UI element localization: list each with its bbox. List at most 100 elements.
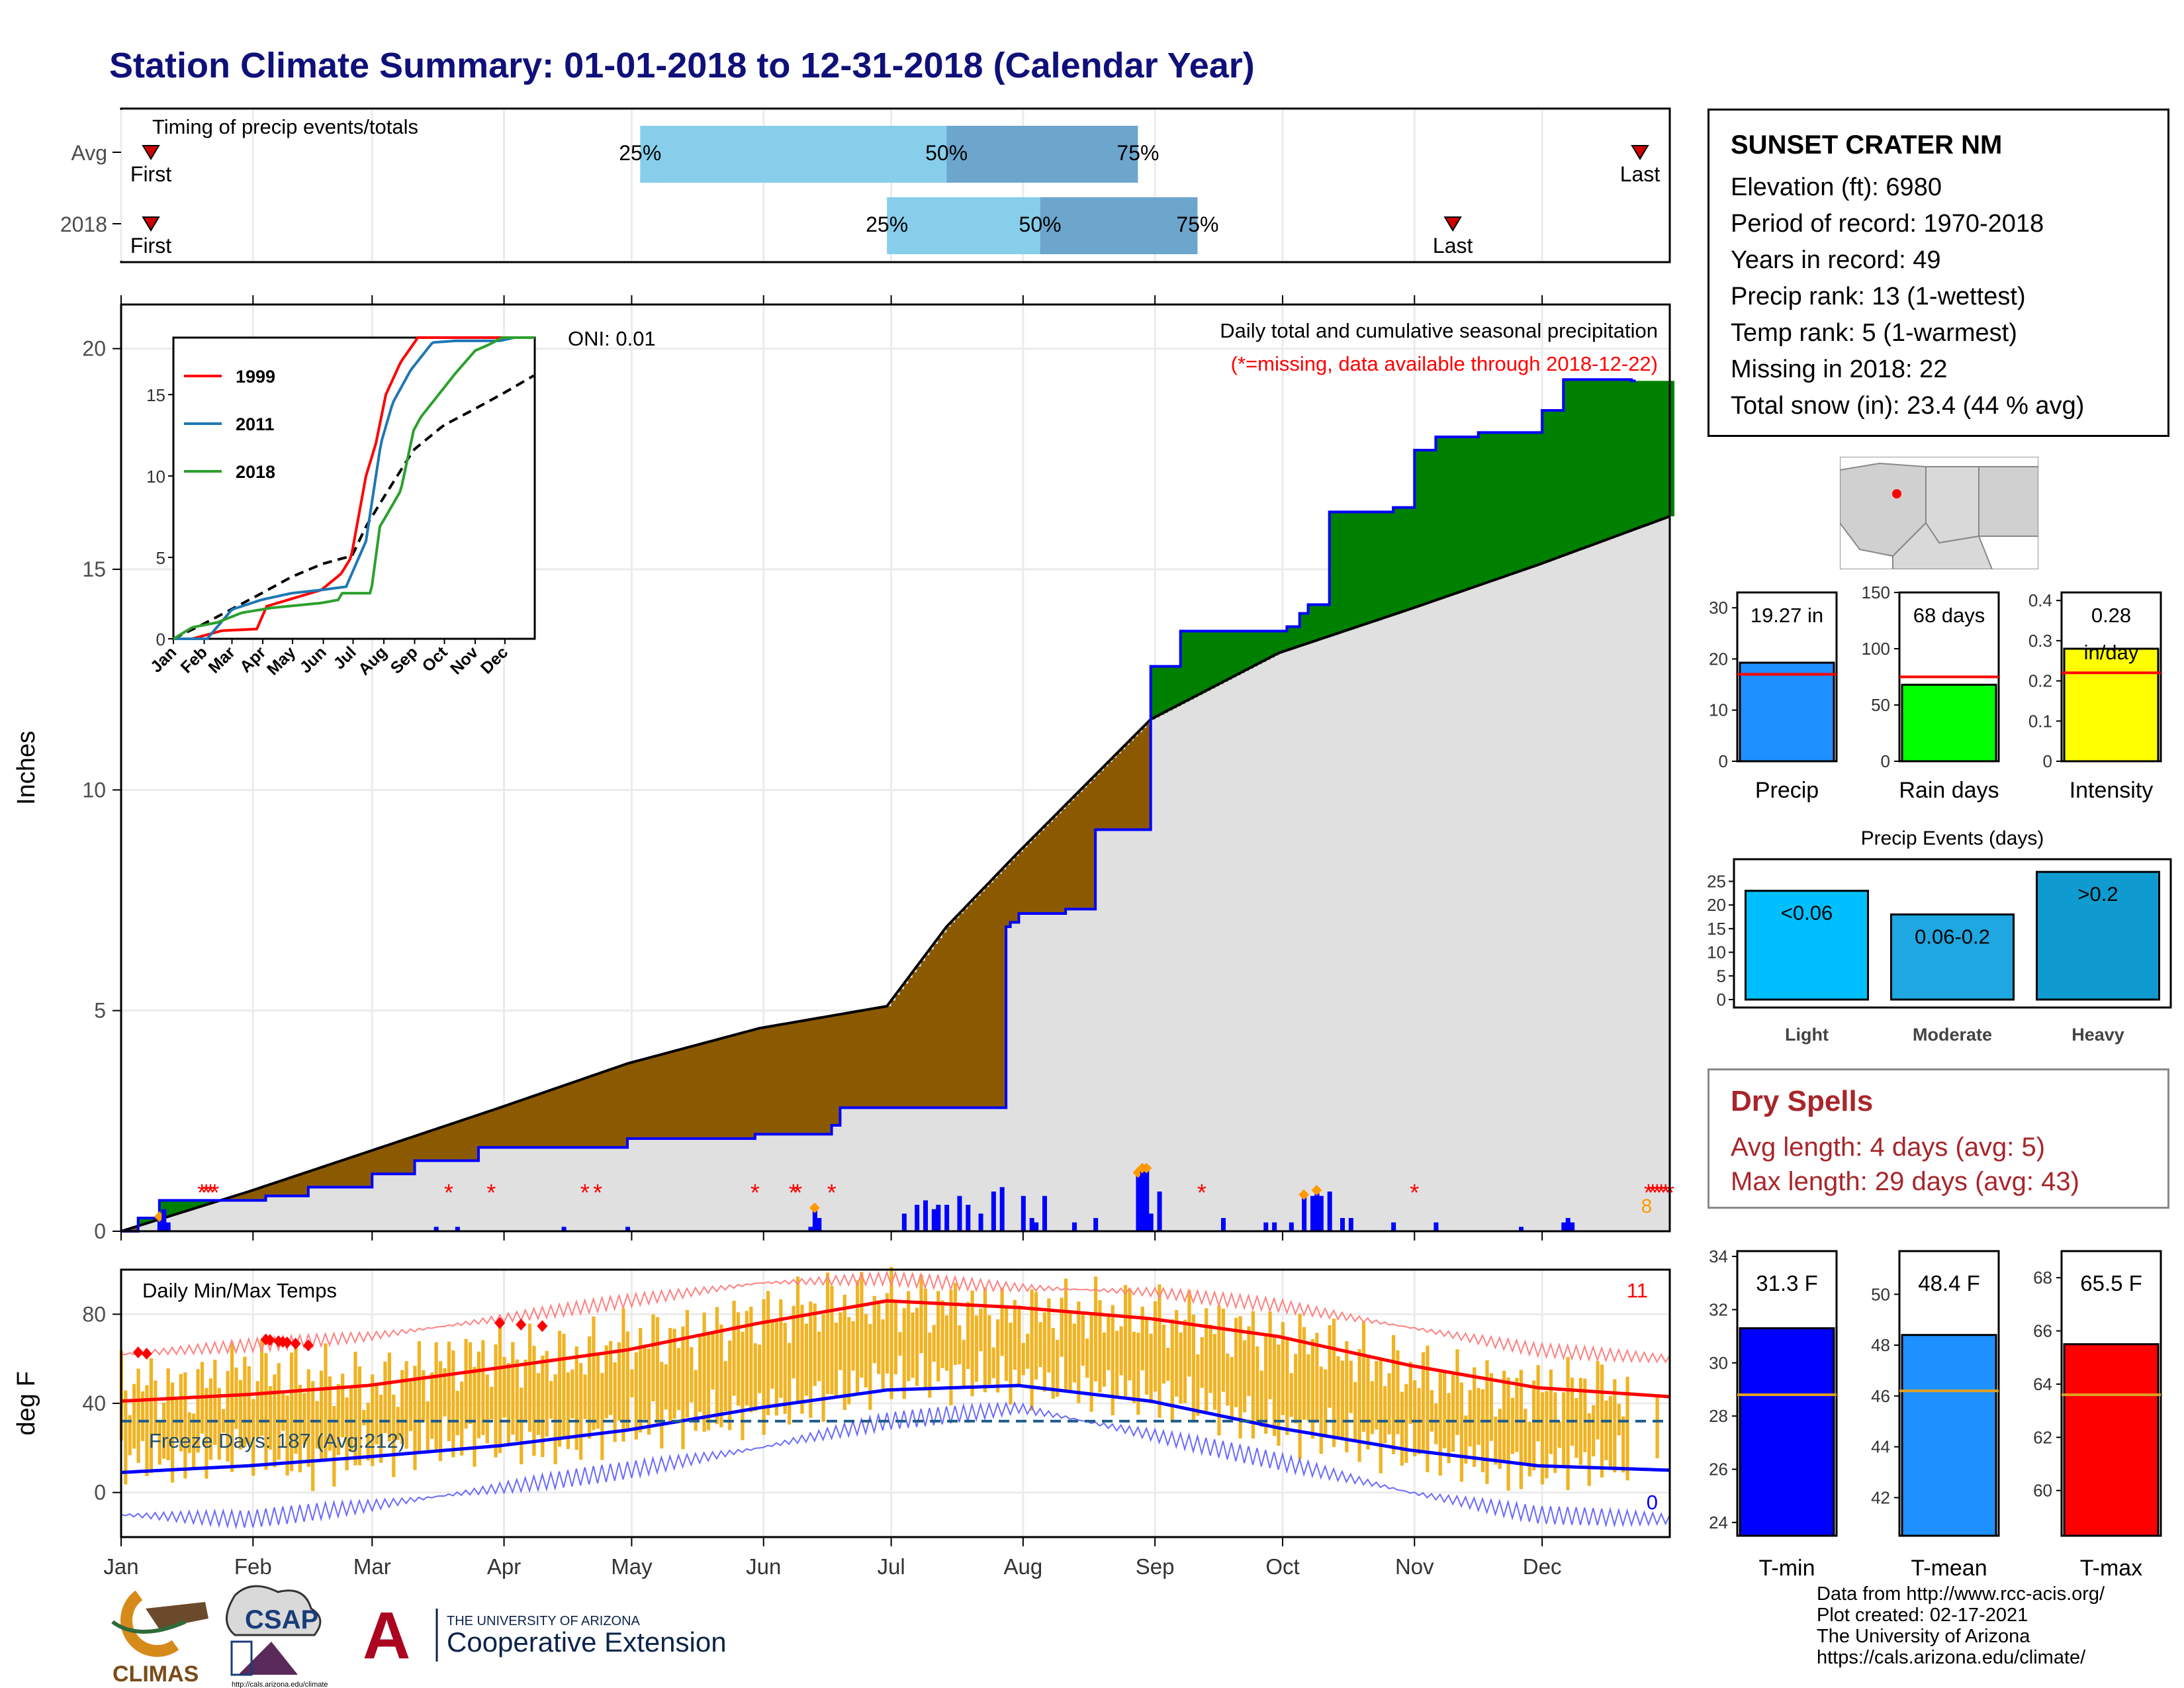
- temp-title: Daily Min/Max Temps: [142, 1279, 337, 1302]
- timing-bar-50-75: [1040, 197, 1198, 254]
- daily-temp-bar: [281, 1391, 285, 1431]
- temp-chart: 0 40 80 Jan Feb Mar Apr May Jun Jul Aug Sep Oct Nov De…: [13, 1267, 1671, 1579]
- inset-series-line: [172, 336, 535, 640]
- daily-temp-bar: [672, 1329, 676, 1419]
- daily-temp-bar: [860, 1272, 864, 1378]
- daily-precip-bar: [1391, 1222, 1396, 1231]
- month-label: Feb: [234, 1554, 272, 1579]
- daily-temp-bar: [1413, 1380, 1417, 1457]
- mini-bar: [1901, 683, 1997, 763]
- daily-temp-bar: [1361, 1322, 1366, 1432]
- mini-category-label: Rain days: [1899, 778, 1999, 803]
- daily-temp-bar: [1447, 1393, 1451, 1464]
- timing-first-label: First: [130, 162, 171, 186]
- red-triangle-marker-icon: [142, 216, 160, 232]
- daily-temp-bar: [907, 1291, 911, 1382]
- mini-ytick-label: 48: [1871, 1335, 1890, 1355]
- daily-temp-bar: [596, 1354, 600, 1429]
- precip-subtitle: (*=missing, data available through 2018-…: [1231, 352, 1658, 375]
- daily-temp-bar: [1596, 1361, 1600, 1440]
- dry-spells-avg: Avg length: 4 days (avg: 5): [1731, 1133, 2046, 1162]
- daily-temp-bar: [570, 1369, 574, 1419]
- daily-precip-bar: [1310, 1196, 1315, 1231]
- daily-temp-bar: [851, 1321, 855, 1371]
- daily-temp-bar: [1196, 1354, 1200, 1416]
- timing-label: Timing of precip events/totals: [152, 115, 418, 138]
- daily-temp-bar: [490, 1387, 494, 1420]
- daily-temp-bar: [341, 1374, 345, 1438]
- daily-temp-bar: [1289, 1373, 1293, 1417]
- daily-temp-bar: [1187, 1289, 1191, 1377]
- daily-precip-bar: [1561, 1222, 1567, 1231]
- daily-temp-bar: [145, 1385, 149, 1476]
- temp-ytick-label: 0: [94, 1481, 106, 1505]
- daily-temp-bar: [1459, 1382, 1463, 1482]
- timing-chart: Timing of precip events/totals Avg 25% 50% 7…: [60, 107, 1671, 263]
- timing-bar-25-50: [887, 197, 1040, 254]
- daily-temp-bar: [366, 1403, 370, 1461]
- daily-temp-bar: [813, 1303, 817, 1386]
- station-elevation: Elevation (ft): 6980: [1731, 173, 1942, 201]
- daily-temp-bar: [1404, 1383, 1408, 1463]
- daily-precip-bar: [1272, 1222, 1277, 1231]
- daily-temp-bar: [800, 1305, 804, 1414]
- daily-temp-bar: [872, 1295, 876, 1364]
- daily-precip-bar: [1289, 1222, 1294, 1231]
- daily-temp-bar: [736, 1312, 741, 1406]
- daily-precip-bar: [1021, 1196, 1026, 1231]
- daily-temp-bar: [660, 1362, 664, 1449]
- daily-temp-bar: [1468, 1390, 1472, 1447]
- event-bar: [1890, 913, 2015, 1001]
- daily-precip-bar: [1148, 1213, 1154, 1231]
- dry-spells-max: Max length: 29 days (avg: 43): [1731, 1167, 2079, 1196]
- timing-row-label: 2018: [60, 212, 107, 236]
- month-label: May: [611, 1554, 653, 1579]
- daily-precip-bar: [455, 1227, 460, 1231]
- daily-temp-bar: [213, 1360, 217, 1445]
- daily-temp-bar: [166, 1368, 170, 1461]
- event-bar-label: 0.06-0.2: [1915, 925, 1990, 948]
- precip-deficit-area: [125, 724, 1152, 1231]
- daily-temp-bar: [422, 1370, 426, 1423]
- events-ytick-label: 10: [1707, 943, 1726, 962]
- missing-data-marker: *: [1644, 1179, 1653, 1206]
- daily-temp-bar: [473, 1366, 477, 1467]
- daily-temp-bar: [877, 1300, 881, 1374]
- daily-temp-bar: [893, 1300, 897, 1374]
- daily-temp-bar: [289, 1352, 294, 1472]
- record-max-line: [120, 1270, 1670, 1364]
- station-period: Period of record: 1970-2018: [1731, 210, 2044, 238]
- daily-temp-bar: [579, 1362, 583, 1460]
- daily-temp-bar: [1166, 1347, 1170, 1381]
- timing-bar-50-75: [946, 126, 1138, 183]
- daily-temp-bar: [170, 1382, 175, 1483]
- daily-temp-bar: [1443, 1372, 1447, 1448]
- daily-temp-bar: [238, 1380, 242, 1450]
- daily-temp-bar: [911, 1312, 915, 1378]
- daily-temp-bar: [864, 1313, 868, 1387]
- daily-temp-bar: [1081, 1312, 1085, 1366]
- daily-temp-bar: [1527, 1421, 1531, 1477]
- mini-ytick-label: 0: [2043, 751, 2052, 771]
- mini-ytick-label: 32: [1709, 1299, 1728, 1319]
- mini-ytick-label: 50: [1871, 1284, 1890, 1304]
- mini-ytick-label: 34: [1709, 1246, 1728, 1266]
- mini-category-label: T-max: [2080, 1556, 2142, 1581]
- daily-temp-bar: [302, 1393, 306, 1445]
- daily-temp-bar: [562, 1333, 566, 1438]
- daily-temp-bar: [1310, 1338, 1314, 1439]
- mini-value-label: 65.5 F: [2080, 1271, 2142, 1295]
- daily-temp-bar: [821, 1314, 825, 1422]
- daily-temp-bar: [136, 1368, 140, 1463]
- daily-temp-bar: [511, 1342, 515, 1435]
- daily-temp-bar: [915, 1307, 919, 1386]
- daily-temp-bar: [383, 1361, 387, 1433]
- daily-temp-bar: [842, 1294, 846, 1411]
- missing-data-marker: *: [444, 1179, 453, 1206]
- daily-temp-bar: [1064, 1278, 1068, 1391]
- daily-temp-bar: [1498, 1409, 1502, 1469]
- daily-temp-bar: [1170, 1319, 1174, 1421]
- precip-ytick-label: 20: [82, 337, 106, 361]
- daily-temp-bar: [583, 1374, 587, 1419]
- credit-data-source: Data from http://www.rcc-acis.org/: [1817, 1583, 2105, 1605]
